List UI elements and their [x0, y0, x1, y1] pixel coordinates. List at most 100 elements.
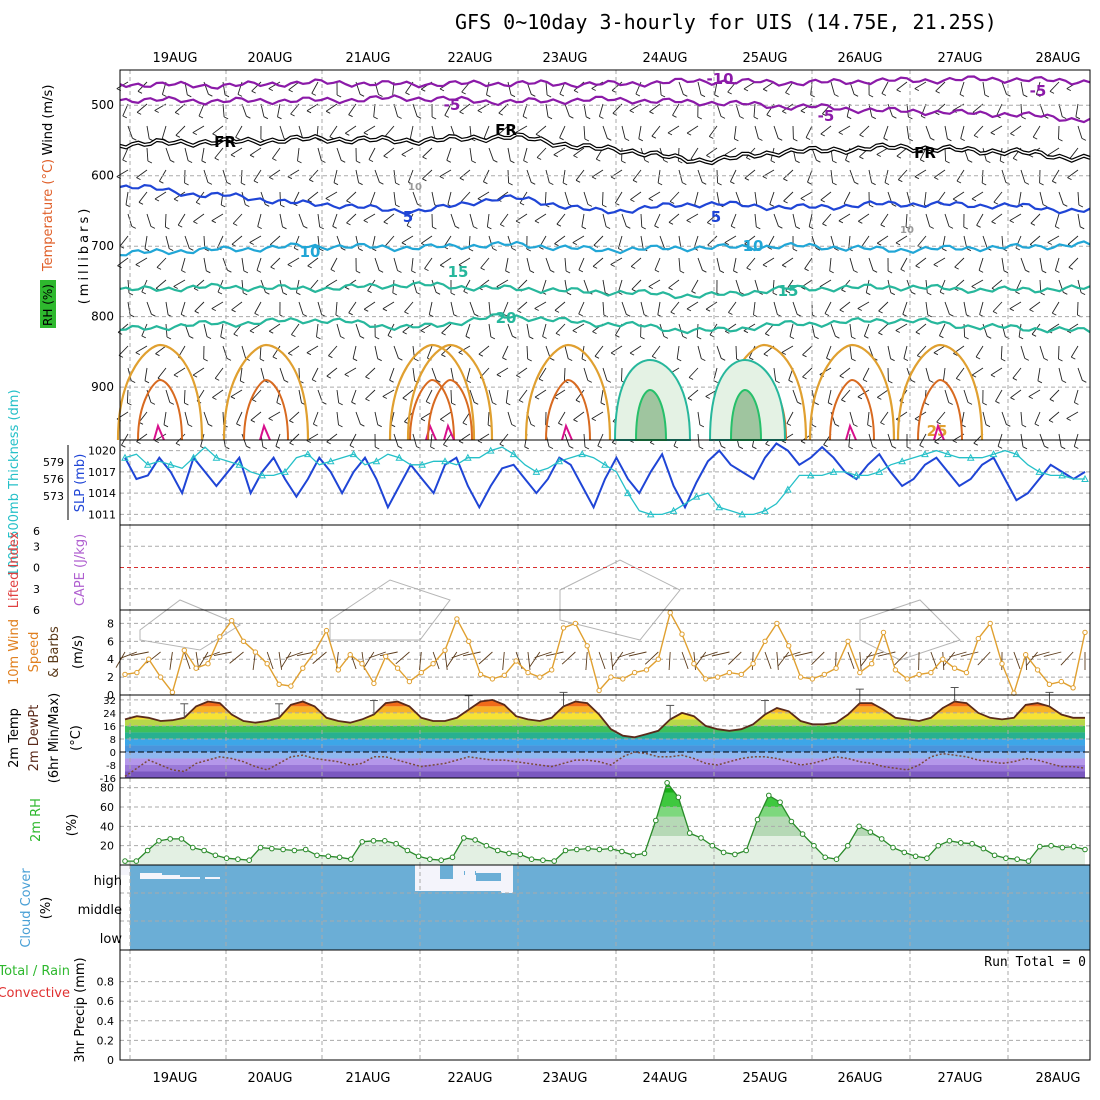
date-label-bottom: 25AUG [742, 1071, 787, 1086]
thickness-marker [806, 471, 815, 479]
wind-barb [119, 235, 129, 247]
wind-barb [781, 345, 794, 353]
wind-barb-flag [1018, 336, 1024, 340]
wind-barb [670, 301, 680, 313]
wind-barb-flag [730, 225, 736, 229]
wind-barb-flag [319, 248, 324, 252]
wind-barb [868, 169, 873, 183]
wind-barb-flag [184, 182, 189, 186]
wind-tick-label: 8 [107, 617, 114, 630]
wind-barb [523, 147, 528, 161]
wind-speed-point [311, 649, 318, 655]
surface-wind-barb [335, 651, 339, 670]
wind-barb-flag [150, 225, 156, 229]
temperature-contour-max [153, 423, 165, 441]
wind-barb [292, 191, 300, 204]
wind-barb-flag [709, 136, 714, 139]
wind-barb [982, 323, 988, 337]
wind-barb [401, 235, 414, 244]
contour-label: 10 [300, 243, 321, 261]
wind-barb-flag [853, 270, 858, 273]
surface-wind-barb [363, 651, 375, 668]
wind-barb-flag [548, 446, 554, 450]
wind-barb-flag [454, 225, 460, 229]
wind-barb [602, 279, 606, 293]
wind-barb [1058, 345, 1060, 360]
wind-barb-flag [1066, 88, 1072, 92]
wind-barb [307, 257, 319, 267]
wind-barb [906, 191, 911, 205]
wind-barb-flag [868, 94, 874, 98]
wind-speed-line [124, 610, 1086, 696]
wind-barb-flag [696, 336, 702, 340]
wind-barb [659, 81, 662, 96]
wind-barb [260, 367, 265, 381]
wind-barb [773, 213, 779, 227]
wind-barb [716, 257, 721, 271]
wind-barb-flag [783, 178, 788, 182]
wind-barb-flag [697, 116, 703, 120]
wind-barb-flag [936, 421, 941, 425]
wind-barb-flag [383, 155, 388, 159]
wind-barb [406, 213, 414, 226]
wind-barb [884, 169, 889, 183]
wind-barb-flag [814, 336, 819, 340]
wind-barb [411, 257, 414, 271]
thickness-marker [418, 460, 426, 468]
run-total-annotation: Run Total = 0 [984, 955, 1086, 970]
wind-barb [1077, 191, 1080, 206]
wind-barb [773, 125, 779, 139]
wind-barb [336, 147, 342, 161]
lifted-index-tick-label: 0 [33, 562, 40, 575]
wind-barb-flag [306, 352, 312, 356]
wind-barb [933, 345, 946, 354]
wind-barb-flag [700, 94, 706, 98]
wind-barb [811, 323, 816, 337]
wind-barb-flag [841, 289, 846, 293]
wind-barb-flag [1028, 154, 1034, 158]
thickness-marker [1081, 474, 1089, 482]
wind-barb-flag [864, 335, 869, 339]
wind-barb [640, 213, 643, 228]
wind-barb-flag [402, 331, 407, 335]
wind-barb-flag [382, 308, 388, 312]
surface-wind-barb [610, 651, 614, 670]
wind-speed-point [525, 669, 531, 676]
wind-barb-flag [743, 330, 749, 334]
rh-point [472, 837, 478, 843]
wind-barb [355, 323, 361, 337]
wind-barb-flag [733, 270, 738, 274]
wind-barb-flag [705, 308, 711, 312]
wind-barb-flag [1055, 226, 1060, 229]
wind-barb-flag [316, 138, 322, 142]
wind-barb [466, 367, 471, 381]
wind-barb-flag [986, 160, 991, 164]
wind-barb-flag [807, 181, 812, 185]
wind-barb-flag [302, 313, 308, 317]
wind-barb-flag [502, 313, 508, 317]
wind-barb-flag [289, 442, 294, 446]
wind-barb [559, 125, 566, 138]
wind-barb-flag [542, 336, 547, 339]
wind-barb-flag [156, 266, 162, 270]
wind-barb-flag [682, 182, 687, 186]
wind-barb-flag [838, 220, 844, 224]
wind-barb-flag [425, 401, 431, 405]
wind-barb-flag [351, 401, 356, 405]
wind-barb-flag [268, 418, 273, 421]
wind-barb [289, 411, 300, 422]
wind-barb-flag [945, 160, 950, 164]
wind-barb [955, 367, 965, 379]
wind-barb-flag [417, 203, 422, 207]
wind-barb [991, 279, 1003, 289]
date-label-bottom: 27AUG [937, 1071, 982, 1086]
wind-barb-flag [841, 399, 846, 403]
rh-point [325, 853, 332, 860]
wind-barb-flag [775, 380, 780, 384]
wind-barb-flag [763, 353, 769, 357]
wind-barb-flag [309, 179, 314, 183]
wind-speed-point [477, 671, 484, 678]
wind-barb-flag [898, 179, 903, 183]
wind-barb [450, 367, 454, 381]
cloud-level-label: middle [78, 903, 122, 918]
